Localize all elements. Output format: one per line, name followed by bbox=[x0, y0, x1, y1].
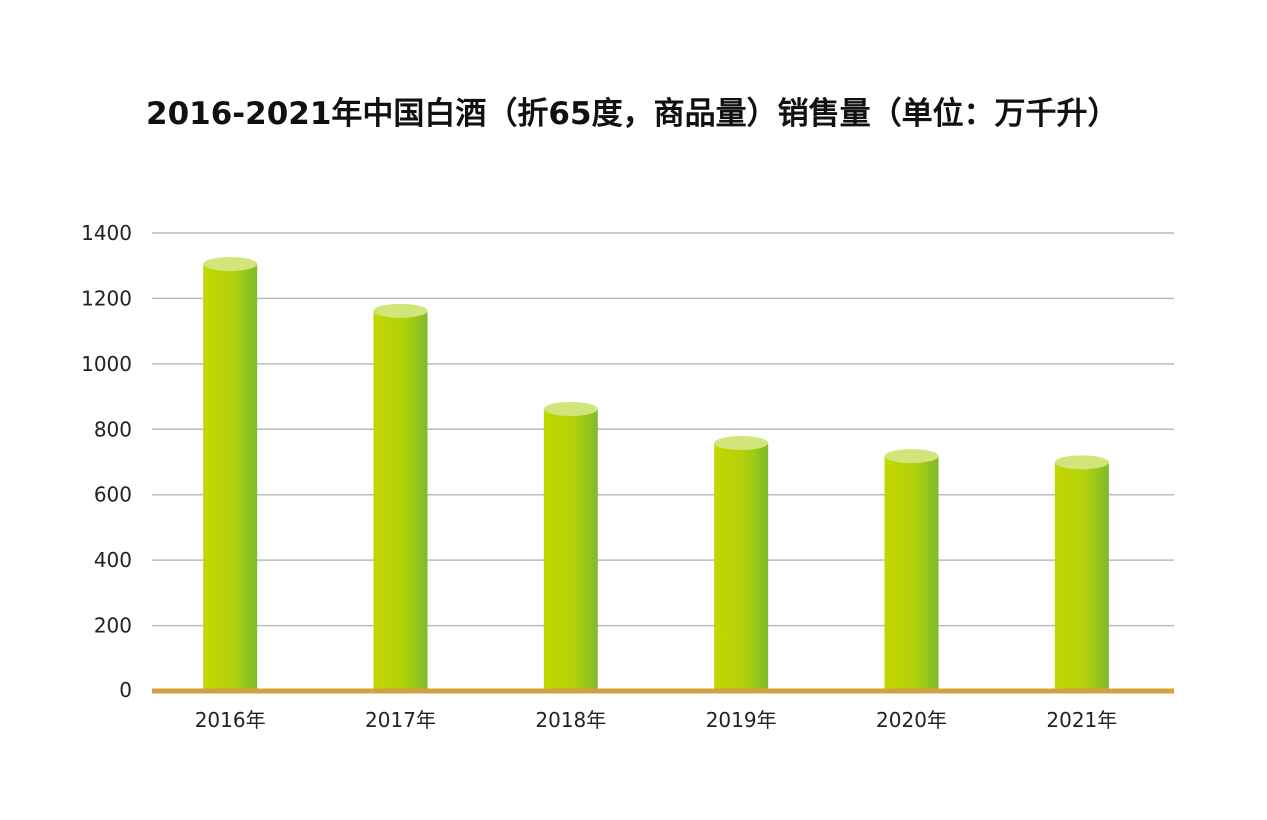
bar-body bbox=[203, 264, 258, 691]
bar-body bbox=[1054, 462, 1109, 691]
bar-top-cap bbox=[203, 257, 258, 272]
bar-top-cap bbox=[1054, 455, 1109, 470]
x-tick-label: 2020年 bbox=[876, 708, 947, 732]
bar-body bbox=[543, 409, 598, 691]
y-tick-label: 1000 bbox=[81, 352, 132, 376]
x-tick-label: 2019年 bbox=[706, 708, 777, 732]
gridlines bbox=[152, 232, 1174, 627]
x-tick-label: 2016年 bbox=[195, 708, 266, 732]
bars bbox=[203, 257, 1109, 691]
y-tick-label: 800 bbox=[94, 417, 132, 441]
x-tick-label: 2018年 bbox=[535, 708, 606, 732]
bar-body bbox=[373, 310, 428, 691]
y-tick-label: 0 bbox=[119, 678, 132, 702]
bar-top-cap bbox=[543, 402, 598, 417]
y-tick-label: 200 bbox=[94, 614, 132, 638]
y-tick-label: 1400 bbox=[81, 221, 132, 245]
bar bbox=[373, 303, 428, 691]
bar-top-cap bbox=[714, 436, 769, 451]
bar-body bbox=[714, 443, 769, 691]
y-tick-label: 400 bbox=[94, 548, 132, 572]
x-axis-ticks: 2016年 2017年 2018年 2019年 2020年 2021年 bbox=[195, 708, 1118, 732]
bar-top-cap bbox=[884, 449, 939, 464]
y-tick-label: 600 bbox=[94, 483, 132, 507]
bar bbox=[884, 449, 939, 691]
bar bbox=[543, 402, 598, 691]
bar bbox=[1054, 455, 1109, 691]
y-tick-label: 1200 bbox=[81, 286, 132, 310]
chart-title: 2016-2021年中国白酒（折65度，商品量）销售量（单位：万千升） bbox=[146, 96, 1119, 132]
bar bbox=[714, 436, 769, 691]
bar-body bbox=[884, 456, 939, 691]
x-tick-label: 2017年 bbox=[365, 708, 436, 732]
y-axis-ticks: 0 200 400 600 800 1000 1200 1400 bbox=[81, 221, 132, 702]
x-tick-label: 2021年 bbox=[1046, 708, 1117, 732]
bar-top-cap bbox=[373, 303, 428, 318]
bar bbox=[203, 257, 258, 691]
